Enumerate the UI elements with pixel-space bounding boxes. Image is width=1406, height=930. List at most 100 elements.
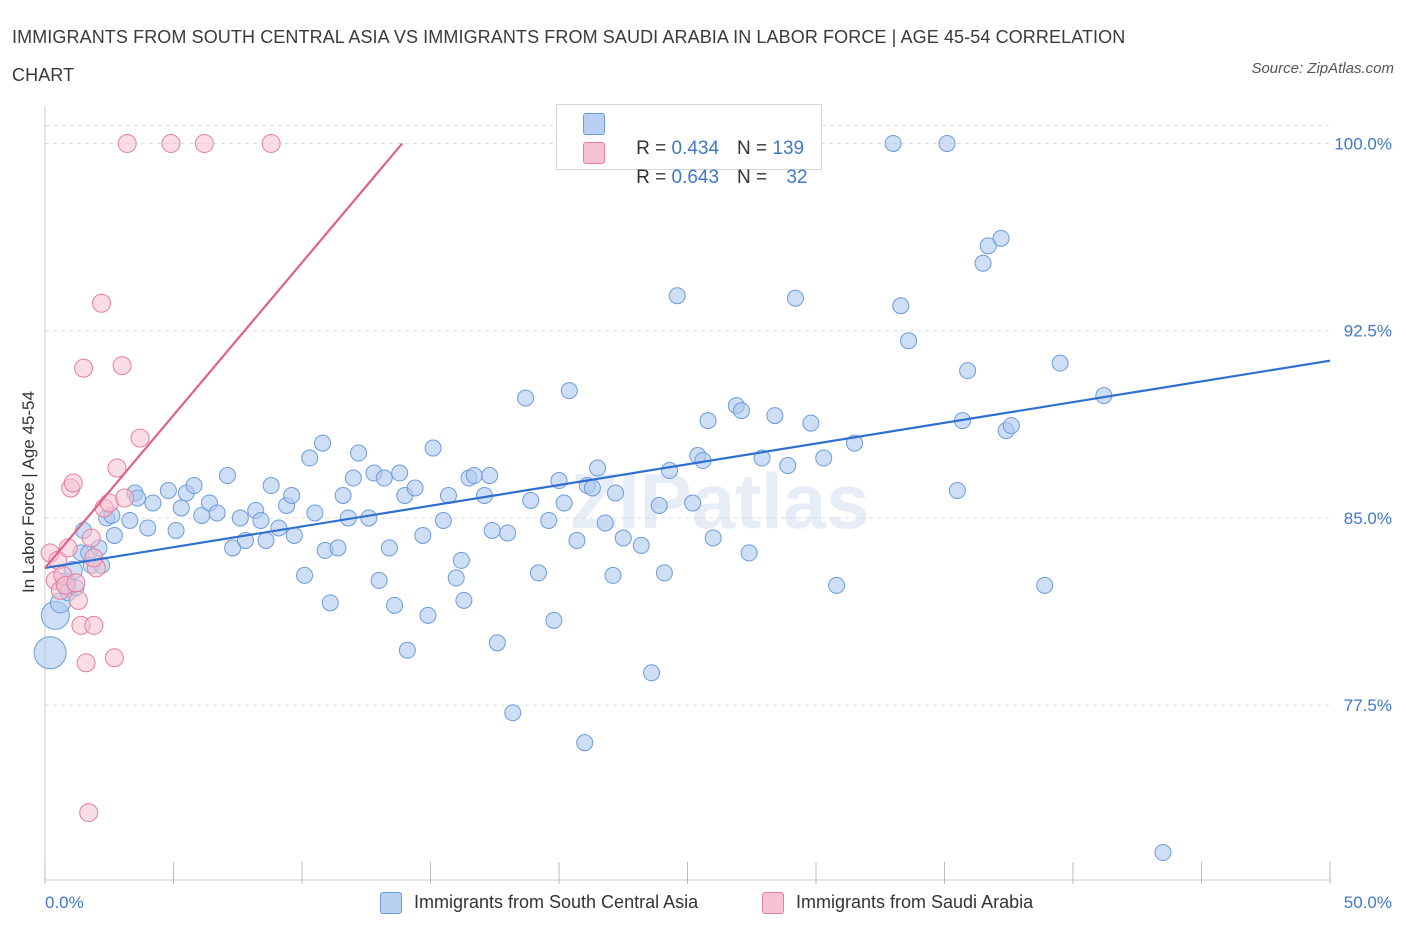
data-point	[992, 229, 1010, 247]
data-point	[398, 641, 416, 659]
axes	[44, 106, 1331, 884]
data-point	[360, 509, 378, 527]
y-tick-label: 77.5%	[1344, 696, 1392, 715]
data-point	[92, 293, 112, 313]
data-point	[522, 491, 540, 509]
data-point	[107, 458, 127, 478]
legend-r-value: 0.434	[671, 138, 720, 159]
y-tick-label: 92.5%	[1344, 322, 1392, 341]
data-point	[257, 531, 275, 549]
data-point	[802, 414, 820, 432]
data-point	[632, 536, 650, 554]
data-point	[455, 591, 473, 609]
data-point	[892, 297, 910, 315]
legend-row-blue: R = 0.434 N = 139	[615, 110, 804, 159]
data-point	[262, 477, 280, 495]
trend-line-south-central-asia	[44, 359, 1331, 569]
data-point	[424, 439, 442, 457]
data-point	[1154, 844, 1172, 862]
data-point	[545, 611, 563, 629]
y-tick-labels: 77.5% 85.0% 92.5% 100.0%	[1334, 134, 1392, 715]
data-point	[560, 382, 578, 400]
data-point	[481, 467, 499, 485]
data-point	[529, 564, 547, 582]
trend-line-saudi-arabia	[44, 142, 404, 569]
data-point	[959, 362, 977, 380]
data-point	[167, 521, 185, 539]
data-point	[974, 254, 992, 272]
data-point	[583, 479, 601, 497]
data-point	[938, 134, 956, 152]
data-point	[172, 499, 190, 517]
data-point	[261, 133, 281, 153]
legend-swatch-blue	[583, 113, 605, 135]
x-tick-labels: 0.0% 50.0%	[45, 893, 1392, 912]
data-point	[419, 606, 437, 624]
data-point	[218, 467, 236, 485]
data-point	[540, 511, 558, 529]
data-point	[447, 569, 465, 587]
data-point	[321, 594, 339, 612]
data-point	[828, 576, 846, 594]
data-point	[504, 704, 522, 722]
legend-n-label: N =	[737, 138, 773, 159]
data-point	[979, 237, 997, 255]
data-point	[386, 596, 404, 614]
data-point	[655, 564, 673, 582]
data-point	[704, 529, 722, 547]
data-point	[499, 524, 517, 542]
data-point	[576, 734, 594, 752]
data-point	[391, 464, 409, 482]
data-point	[350, 444, 368, 462]
legend-swatch-pink	[583, 142, 605, 164]
legend-n-label: N =	[737, 167, 773, 188]
data-point	[329, 539, 347, 557]
data-point	[568, 531, 586, 549]
data-point	[380, 539, 398, 557]
data-point	[63, 473, 83, 493]
series-saudi-arabia	[40, 133, 592, 823]
grid-lines	[45, 124, 1330, 706]
data-point	[283, 486, 301, 504]
data-point	[33, 636, 67, 670]
data-point	[194, 133, 214, 153]
data-point	[604, 566, 622, 584]
data-point	[483, 521, 501, 539]
data-point	[79, 803, 99, 823]
data-point	[159, 482, 177, 500]
data-point	[414, 526, 432, 544]
data-point	[452, 551, 470, 569]
data-point	[121, 511, 139, 529]
data-point	[344, 469, 362, 487]
chart-source: Source: ZipAtlas.com	[1251, 60, 1394, 77]
data-point	[115, 488, 135, 508]
data-point	[161, 133, 181, 153]
data-point	[252, 511, 270, 529]
legend-label: Immigrants from South Central Asia	[414, 892, 699, 912]
data-point	[74, 358, 94, 378]
legend-swatch-blue	[380, 892, 402, 914]
legend-r-label: R =	[636, 167, 672, 188]
data-point	[740, 544, 758, 562]
data-point	[68, 590, 88, 610]
x-tick-label: 50.0%	[1344, 893, 1392, 912]
data-point	[185, 477, 203, 495]
data-point	[650, 496, 668, 514]
data-point	[488, 634, 506, 652]
data-point	[766, 407, 784, 425]
legend-label: Immigrants from Saudi Arabia	[796, 892, 1034, 912]
data-point	[306, 504, 324, 522]
data-point	[900, 332, 918, 350]
data-point	[144, 494, 162, 512]
data-point	[815, 449, 833, 467]
data-point	[948, 482, 966, 500]
legend-r-value: 0.643	[671, 167, 720, 188]
data-point	[224, 539, 242, 557]
trend-lines	[44, 142, 1331, 569]
data-point	[130, 428, 150, 448]
legend-swatch-pink	[762, 892, 784, 914]
data-point	[1002, 417, 1020, 435]
data-point	[231, 509, 249, 527]
legend-n-value: 139	[772, 138, 805, 159]
